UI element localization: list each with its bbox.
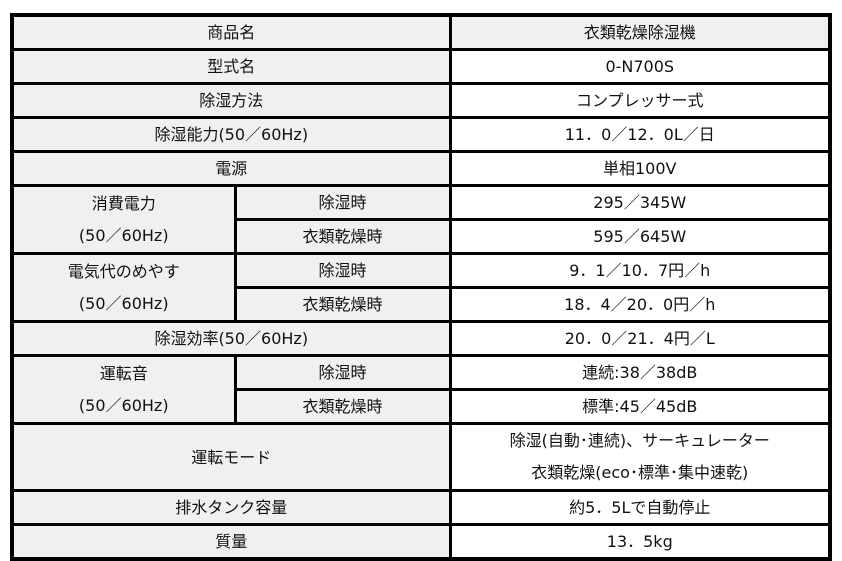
value-power-supply: 単相100V [448, 150, 832, 187]
value: 18．4／20．0円／h [448, 286, 832, 323]
value: 9．1／10．7円／h [448, 252, 832, 289]
value-capacity: 11．0／12．0L／日 [448, 116, 832, 153]
sublabel: 衣類乾燥時 [233, 218, 452, 255]
sublabel: 除湿時 [233, 184, 452, 221]
label-noise: 運転音 (50／60Hz) [10, 354, 237, 425]
label-line2: (50／60Hz) [78, 395, 169, 415]
value-line2: 衣類乾燥(eco･標準･集中速乾) [531, 463, 749, 482]
value-weight: 13．5kg [448, 523, 832, 561]
row-power-consumption-1: 消費電力 (50／60Hz) 除湿時 295／345W [10, 184, 832, 255]
sublabel: 除湿時 [233, 354, 452, 391]
value-model: 0-N700S [448, 48, 832, 85]
value-product-name: 衣類乾燥除湿機 [448, 13, 832, 51]
row-modes: 運転モード 除湿(自動･連続)、サーキュレーター 衣類乾燥(eco･標準･集中速… [10, 422, 832, 492]
row-noise-1: 運転音 (50／60Hz) 除湿時 連続:38／38dB [10, 354, 832, 425]
label-power-consumption: 消費電力 (50／60Hz) [10, 184, 237, 255]
label-method: 除湿方法 [10, 82, 452, 119]
row-power-consumption-2: 衣類乾燥時 595／645W [12, 218, 832, 255]
sublabel: 衣類乾燥時 [233, 388, 452, 425]
row-weight: 質量 13．5kg [10, 523, 832, 561]
row-method: 除湿方法 コンプレッサー式 [10, 82, 832, 119]
row-efficiency: 除湿効率(50／60Hz) 20．0／21．4円／L [10, 320, 832, 357]
label-model: 型式名 [10, 48, 452, 85]
spec-table: 商品名 衣類乾燥除湿機 型式名 0-N700S 除湿方法 コンプレッサー式 除湿… [10, 13, 832, 561]
label-electricity-cost: 電気代のめやす (50／60Hz) [10, 252, 237, 323]
value: 595／645W [448, 218, 832, 255]
label-efficiency: 除湿効率(50／60Hz) [10, 320, 452, 357]
row-noise-2: 衣類乾燥時 標準:45／45dB [12, 388, 832, 425]
value-efficiency: 20．0／21．4円／L [448, 320, 832, 357]
label-power-supply: 電源 [10, 150, 452, 187]
label-line1: 電気代のめやす [67, 261, 180, 281]
label-capacity: 除湿能力(50／60Hz) [10, 116, 452, 153]
sublabel: 衣類乾燥時 [233, 286, 452, 323]
value: 標準:45／45dB [448, 388, 832, 425]
value-line1: 除湿(自動･連続)、サーキュレーター [509, 431, 770, 450]
label-line1: 消費電力 [91, 193, 156, 213]
label-line1: 運転音 [99, 363, 148, 383]
label-line2: (50／60Hz) [78, 225, 169, 245]
row-electricity-cost-1: 電気代のめやす (50／60Hz) 除湿時 9．1／10．7円／h [10, 252, 832, 323]
row-electricity-cost-2: 衣類乾燥時 18．4／20．0円／h [12, 286, 832, 323]
label-tank: 排水タンク容量 [10, 489, 452, 526]
value: 295／345W [448, 184, 832, 221]
label-weight: 質量 [10, 523, 452, 561]
label-product-name: 商品名 [10, 13, 452, 51]
value: 連続:38／38dB [448, 354, 832, 391]
row-tank: 排水タンク容量 約5．5Lで自動停止 [10, 489, 832, 526]
row-capacity: 除湿能力(50／60Hz) 11．0／12．0L／日 [10, 116, 832, 153]
value-method: コンプレッサー式 [448, 82, 832, 119]
label-modes: 運転モード [10, 422, 452, 492]
value-modes: 除湿(自動･連続)、サーキュレーター 衣類乾燥(eco･標準･集中速乾) [448, 422, 832, 492]
row-product-name: 商品名 衣類乾燥除湿機 [10, 13, 832, 51]
sublabel: 除湿時 [233, 252, 452, 289]
row-model: 型式名 0-N700S [10, 48, 832, 85]
value-tank: 約5．5Lで自動停止 [448, 489, 832, 526]
label-line2: (50／60Hz) [78, 293, 169, 313]
row-power-supply: 電源 単相100V [10, 150, 832, 187]
